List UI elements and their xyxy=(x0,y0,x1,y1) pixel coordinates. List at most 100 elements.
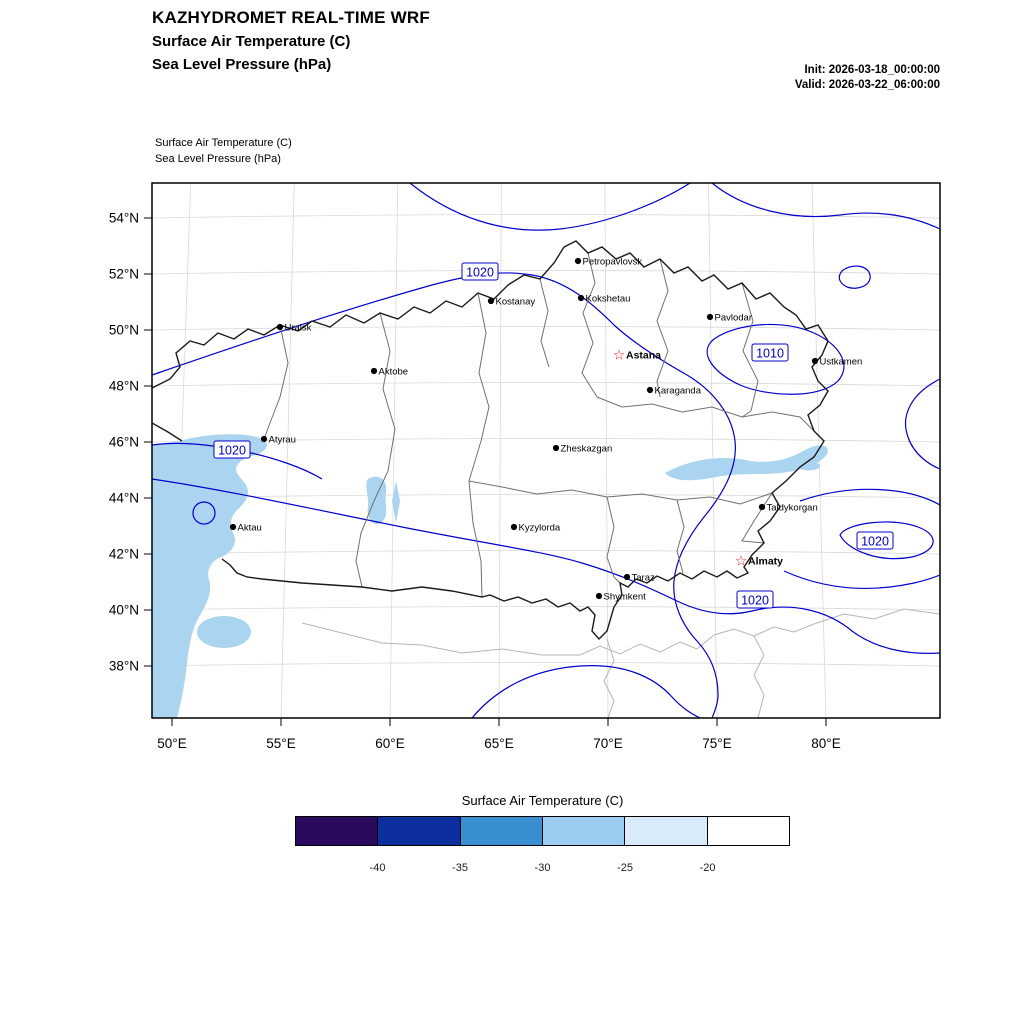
x-tick-label: 70°E xyxy=(593,736,622,751)
oblast-borders-layer xyxy=(263,252,815,598)
oblast-border xyxy=(741,282,759,418)
colorbar-title: Surface Air Temperature (C) xyxy=(461,793,624,808)
lat-gridline xyxy=(152,494,940,499)
kazakhstan-border xyxy=(152,240,829,641)
city-dot-icon xyxy=(574,257,582,265)
colorbar: -40 -35 -30 -25 -20 xyxy=(295,816,790,886)
x-tick-label: 75°E xyxy=(702,736,731,751)
oblast-border xyxy=(468,292,490,598)
capital-star-icon: ☆ xyxy=(613,347,626,363)
city-label: Taldykorgan xyxy=(767,503,818,514)
kara-bogaz-bay xyxy=(197,616,251,648)
subtitle-pressure: Sea Level Pressure (hPa) xyxy=(152,56,332,73)
x-tick-label: 50°E xyxy=(157,736,186,751)
map-frame xyxy=(151,182,941,719)
pressure-label: 1020 xyxy=(218,444,246,458)
isobar xyxy=(152,272,736,718)
city-label: Pavlodar xyxy=(715,313,753,324)
oblast-border xyxy=(741,492,773,544)
lon-gridline xyxy=(280,183,295,718)
lat-gridline xyxy=(152,550,940,555)
water-layer xyxy=(152,434,828,718)
x-tick-label: 60°E xyxy=(375,736,404,751)
colorbar-segment xyxy=(459,816,543,846)
y-tick-label: 54°N xyxy=(109,211,139,226)
city-dot-icon xyxy=(487,297,495,305)
isobar xyxy=(471,664,701,718)
pressure-contours-layer xyxy=(152,183,940,718)
city-dot-icon xyxy=(370,367,378,375)
city-label: Aktobe xyxy=(379,367,409,378)
lat-gridline xyxy=(152,326,940,331)
colorbar-tick-label: -25 xyxy=(617,862,633,874)
neighbor-border xyxy=(813,608,940,625)
pressure-label-box xyxy=(856,531,894,550)
pressure-label-box xyxy=(736,590,774,609)
pressure-label: 1020 xyxy=(741,594,769,608)
city-dot-icon xyxy=(623,573,631,581)
lon-gridline xyxy=(498,183,502,718)
neighbor-border xyxy=(461,648,580,656)
country-border-layer xyxy=(152,240,829,641)
city-label: Almaty xyxy=(748,556,783,568)
y-tick-label: 38°N xyxy=(109,659,139,674)
city-dot-icon xyxy=(260,435,268,443)
pressure-label: 1010 xyxy=(756,347,784,361)
lat-gridline xyxy=(152,662,940,667)
lat-gridline xyxy=(152,382,940,387)
aral-sea-remnant xyxy=(366,476,387,525)
city-dot-icon xyxy=(552,444,560,452)
city-dot-icon xyxy=(276,323,284,331)
neighbor-border xyxy=(579,641,698,656)
city-label: Petropavlovsk xyxy=(583,257,643,268)
city-label: Kostanay xyxy=(496,297,536,308)
y-tick-label: 42°N xyxy=(109,547,139,562)
isobar xyxy=(783,488,940,589)
y-tick-label: 48°N xyxy=(109,379,139,394)
pressure-label: 1020 xyxy=(466,266,494,280)
plot-header-pressure: Sea Level Pressure (hPa) xyxy=(155,153,281,165)
map-figure: 1020 1010 1020 1020 1020 Petropavlovsk Kostan… xyxy=(109,182,941,752)
city-label: Atyrau xyxy=(269,435,296,446)
city-dot-icon xyxy=(510,523,518,531)
pressure-labels-layer: 1020 1010 1020 1020 1020 xyxy=(213,262,894,609)
aral-sea-sliver xyxy=(392,481,400,523)
neighbor-border xyxy=(301,622,463,654)
neighbor-border xyxy=(753,635,765,718)
city-dot-icon xyxy=(758,503,766,511)
city-dot-icon xyxy=(646,386,654,394)
colorbar-segment xyxy=(295,816,379,846)
lon-gridline xyxy=(389,183,399,718)
city-label: Taraz xyxy=(632,573,655,584)
isobar xyxy=(839,521,934,560)
x-tick-label: 65°E xyxy=(484,736,513,751)
subtitle-temperature: Surface Air Temperature (C) xyxy=(152,33,351,50)
neighbor-border xyxy=(696,623,815,650)
graticule-layer xyxy=(152,183,940,718)
colorbar-tick-label: -20 xyxy=(699,862,716,874)
oblast-border xyxy=(539,278,550,368)
init-timestamp: Init: 2026-03-18_00:00:00 xyxy=(804,64,940,76)
oblast-border xyxy=(606,496,621,584)
y-tick-label: 46°N xyxy=(109,435,139,450)
pressure-label-box xyxy=(461,262,499,281)
pressure-label: 1020 xyxy=(861,535,889,549)
y-tick-label: 52°N xyxy=(109,267,139,282)
valid-timestamp: Valid: 2026-03-22_06:00:00 xyxy=(794,79,940,91)
oblast-border xyxy=(656,258,669,398)
isobar xyxy=(192,501,216,525)
axes-layer: 54°N 52°N 50°N 48°N 46°N 44°N 42°N 40°N 38°N 50°E… xyxy=(109,211,841,752)
oblast-border xyxy=(581,252,598,398)
city-label: Kokshetau xyxy=(586,294,631,305)
city-dot-icon xyxy=(577,294,585,302)
capital-star-icon: ☆ xyxy=(735,553,748,569)
y-tick-label: 44°N xyxy=(109,491,139,506)
kazakhstan-border xyxy=(152,422,183,442)
lat-gridline xyxy=(152,270,940,275)
isobar xyxy=(711,183,940,230)
city-dot-icon xyxy=(706,313,714,321)
oblast-border xyxy=(676,499,685,574)
lake-balkhash xyxy=(665,445,828,481)
oblast-border xyxy=(355,312,396,588)
